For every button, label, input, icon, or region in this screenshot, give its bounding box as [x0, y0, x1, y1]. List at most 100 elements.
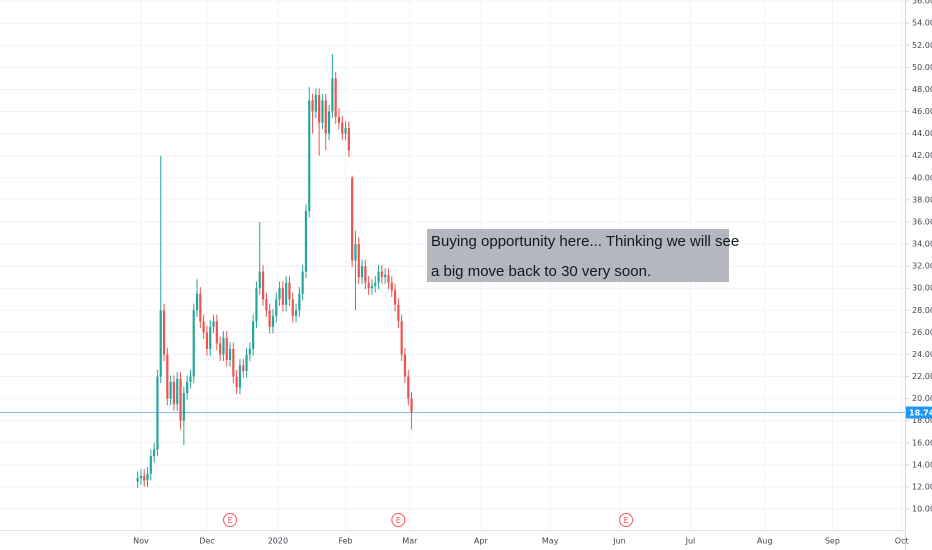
candle-body	[209, 326, 212, 349]
candle-body	[212, 321, 215, 327]
candle-body	[410, 398, 413, 413]
candle-body	[294, 310, 298, 316]
y-tick-label: 40.00	[912, 173, 932, 182]
y-tick-label: 54.00	[912, 19, 932, 28]
x-tick-label: Feb	[338, 537, 352, 546]
candle-body	[268, 310, 271, 327]
candle-body	[341, 122, 344, 134]
earnings-marker	[619, 513, 634, 527]
candle-body	[337, 117, 341, 123]
x-tick-label: Aug	[757, 537, 773, 546]
y-tick-label: 36.00	[912, 217, 932, 226]
y-tick-label: 24.00	[912, 350, 932, 359]
annotation-box	[427, 229, 729, 282]
candle-body	[245, 354, 248, 371]
candle-body	[384, 274, 387, 278]
last-price-tag	[906, 406, 932, 419]
y-tick-label: 44.00	[912, 129, 932, 138]
last-price-label: 18.74	[909, 409, 932, 418]
candle-body	[169, 382, 172, 399]
candle-body	[357, 244, 360, 278]
candle-body	[351, 177, 354, 261]
x-tick-label: May	[542, 537, 559, 546]
candle-body	[314, 94, 317, 112]
y-tick-label: 46.00	[912, 107, 932, 116]
x-tick-label: Sep	[825, 537, 840, 546]
y-tick-label: 50.00	[912, 63, 932, 72]
y-tick-label: 12.00	[912, 482, 932, 491]
candle-body	[397, 304, 400, 322]
candle-body	[146, 473, 149, 481]
candle-body	[387, 274, 390, 283]
candle-body	[186, 382, 189, 394]
earnings-label: E	[624, 516, 629, 525]
earnings-marker	[223, 513, 238, 527]
annotation-line: a big move back to 30 very soon.	[431, 263, 651, 280]
candle-body	[354, 244, 357, 261]
candle-body	[281, 288, 284, 305]
y-tick-label: 10.00	[912, 505, 932, 514]
y-tick-label: 18.00	[912, 416, 932, 425]
candle-body	[261, 271, 265, 300]
candle-body	[248, 348, 251, 355]
candle-body	[238, 365, 242, 388]
candle-body	[275, 299, 278, 316]
candle-body	[400, 321, 403, 355]
y-tick-label: 32.00	[912, 262, 932, 271]
candle-body	[255, 288, 258, 322]
x-tick-label: Apr	[474, 537, 489, 546]
candle-body	[334, 78, 337, 118]
candle-body	[311, 100, 314, 112]
candle-body	[304, 210, 308, 272]
x-tick-label: Nov	[133, 537, 149, 546]
candle-body	[258, 271, 261, 289]
x-tick-label: Mar	[402, 537, 418, 546]
y-tick-label: 34.00	[912, 240, 932, 249]
candle-body	[179, 378, 182, 421]
candle-body	[301, 271, 304, 294]
candle-body	[176, 378, 179, 405]
candle-body	[228, 348, 232, 360]
y-tick-label: 30.00	[912, 284, 932, 293]
y-tick-label: 28.00	[912, 306, 932, 315]
candle-body	[156, 376, 159, 450]
candle-body	[380, 271, 383, 278]
candle-body	[393, 290, 397, 305]
candle-body	[377, 271, 380, 283]
earnings-label: E	[228, 516, 233, 525]
candle-body	[364, 266, 367, 283]
x-tick-label: Jun	[612, 537, 626, 546]
candle-body	[265, 299, 268, 311]
candle-body	[288, 282, 291, 300]
y-tick-label: 22.00	[912, 372, 932, 381]
candle-body	[374, 282, 377, 286]
candle-body	[360, 266, 364, 278]
candle-body	[344, 128, 347, 134]
y-tick-label: 20.00	[912, 394, 932, 403]
candle-body	[347, 128, 350, 151]
candle-body	[202, 321, 205, 333]
candle-body	[232, 348, 235, 377]
y-tick-label: 38.00	[912, 195, 932, 204]
candle-body	[252, 321, 255, 349]
x-tick-label: Dec	[199, 537, 214, 546]
candle-body	[285, 282, 288, 305]
y-tick-label: 14.00	[912, 460, 932, 469]
y-tick-label: 26.00	[912, 328, 932, 337]
y-tick-label: 16.00	[912, 438, 932, 447]
candle-body	[219, 343, 222, 355]
candle-body	[403, 354, 407, 377]
candle-body	[136, 478, 139, 482]
candles	[136, 54, 413, 489]
candle-body	[367, 282, 370, 289]
candle-body	[189, 376, 192, 383]
candle-body	[195, 293, 199, 311]
candle-body	[278, 288, 281, 300]
candle-body	[327, 111, 331, 134]
candle-body	[162, 310, 166, 355]
candle-body	[139, 475, 143, 479]
x-tick-label: Jul	[685, 537, 696, 546]
candle-body	[205, 332, 209, 349]
